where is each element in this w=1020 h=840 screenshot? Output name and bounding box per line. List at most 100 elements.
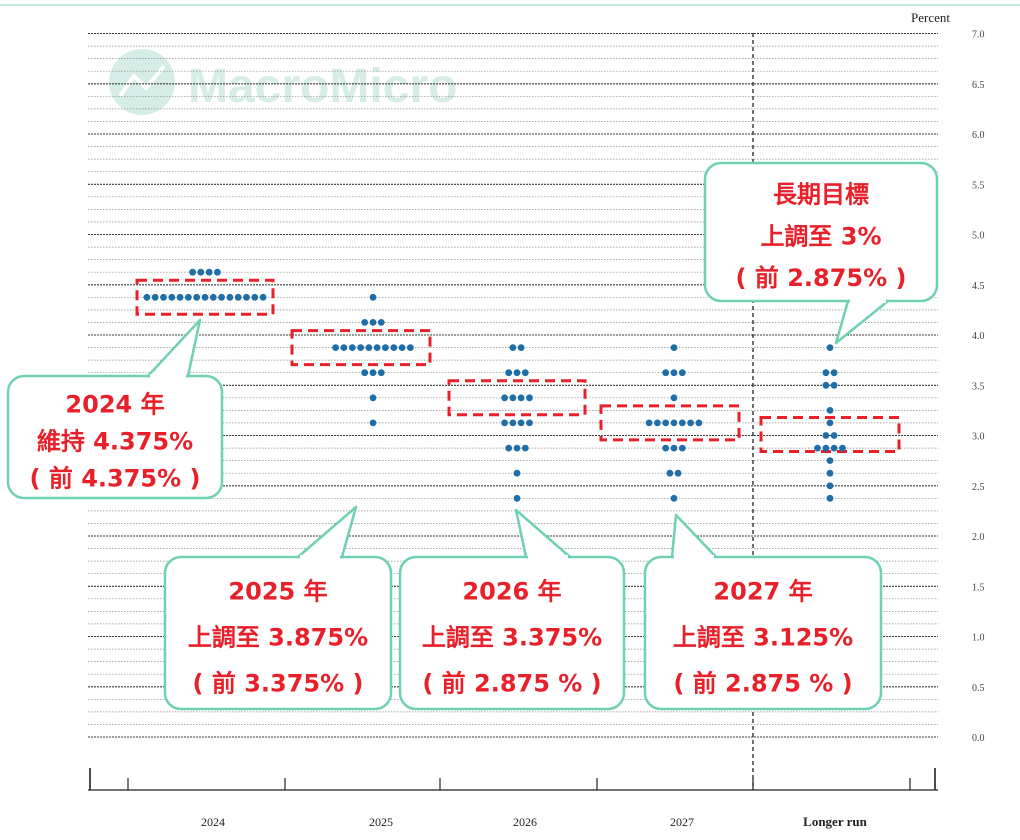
dot-marker bbox=[517, 394, 525, 402]
dot-marker bbox=[826, 419, 834, 427]
dot-marker bbox=[340, 344, 348, 351]
x-tick-label: 2025 bbox=[369, 815, 393, 829]
dot-marker bbox=[369, 369, 377, 377]
dot-marker bbox=[822, 444, 830, 452]
dot-marker bbox=[377, 319, 385, 326]
dot-marker bbox=[670, 494, 678, 502]
dot-marker bbox=[373, 344, 381, 351]
dot-marker bbox=[193, 293, 201, 301]
dot-marker bbox=[822, 381, 830, 389]
dot-marker bbox=[505, 369, 513, 377]
y-tick-label: 6.5 bbox=[972, 80, 985, 91]
x-tick-label: Longer run bbox=[803, 814, 867, 829]
watermark: MacroMicro bbox=[109, 49, 457, 115]
y-tick-label: 1.0 bbox=[972, 633, 985, 644]
callout-line: 2027 年 bbox=[713, 577, 812, 605]
dot-marker bbox=[822, 432, 830, 439]
y-axis-label: Percent bbox=[911, 10, 950, 25]
dot-marker bbox=[826, 344, 834, 351]
dot-marker bbox=[678, 369, 686, 377]
y-tick-label: 5.0 bbox=[972, 231, 985, 242]
dot-marker bbox=[826, 457, 834, 464]
y-tick-label: 0.0 bbox=[972, 733, 985, 744]
dot-marker bbox=[509, 419, 517, 427]
callout-box bbox=[6, 374, 224, 500]
dot-marker bbox=[214, 268, 221, 276]
dot-marker bbox=[201, 293, 209, 301]
dot-marker bbox=[513, 469, 521, 477]
dot-marker bbox=[826, 482, 834, 490]
dot-marker bbox=[509, 344, 517, 351]
dot-marker bbox=[830, 432, 838, 439]
dot-marker bbox=[377, 369, 385, 377]
callout-line: 2026 年 bbox=[462, 577, 561, 605]
y-tick-labels: 0.0 0.5 1.0 1.5 2.0 2.5 3.0 3.5 4.0 4.5 5.0 5.5 6.0 6… bbox=[972, 30, 985, 745]
dot-marker bbox=[666, 469, 674, 477]
dot-marker bbox=[332, 344, 339, 351]
y-tick-label: 6.0 bbox=[972, 130, 985, 141]
median-box bbox=[135, 278, 275, 316]
dot-marker bbox=[234, 293, 242, 301]
dot-marker bbox=[365, 344, 373, 351]
callout-line: 上調至 3.375% bbox=[422, 624, 602, 652]
dot-marker bbox=[830, 444, 838, 452]
dot-marker bbox=[678, 444, 686, 452]
top-rule bbox=[0, 4, 1020, 6]
dot-marker bbox=[407, 344, 414, 351]
callout-line: 上調至 3% bbox=[760, 222, 881, 250]
dot-marker bbox=[822, 369, 830, 377]
dot-marker bbox=[674, 469, 682, 477]
callout-line: ( 前 2.875 % ) bbox=[673, 670, 852, 698]
callout-tail bbox=[834, 299, 890, 345]
dot-marker bbox=[830, 369, 838, 377]
dot-marker bbox=[390, 344, 398, 351]
callout-line: 2024 年 bbox=[65, 390, 164, 418]
dot-marker bbox=[369, 293, 377, 301]
dot-marker bbox=[839, 444, 846, 452]
callout-line: ( 前 3.375% ) bbox=[193, 670, 364, 698]
y-tick-label: 4.5 bbox=[972, 281, 985, 292]
median-boxes bbox=[135, 278, 901, 453]
dot-marker bbox=[505, 444, 513, 452]
callout-line: ( 前 2.875 % ) bbox=[422, 670, 601, 698]
dot-marker bbox=[654, 419, 661, 427]
dot-marker bbox=[526, 419, 533, 427]
callout-line: ( 前 4.375% ) bbox=[30, 464, 201, 492]
dot-marker bbox=[501, 419, 508, 427]
watermark-logo-line bbox=[118, 64, 166, 98]
dot-marker bbox=[645, 419, 653, 427]
y-tick-label: 3.0 bbox=[972, 432, 985, 443]
dot-marker bbox=[168, 293, 176, 301]
y-tick-label: 2.5 bbox=[972, 482, 985, 493]
callout-box bbox=[398, 555, 626, 711]
dot-marker bbox=[521, 369, 529, 377]
dot-marker bbox=[243, 293, 250, 301]
dot-marker bbox=[521, 444, 529, 452]
dot-marker bbox=[176, 293, 184, 301]
callout-tail bbox=[296, 505, 358, 559]
median-box bbox=[759, 416, 901, 453]
dot-marker bbox=[226, 293, 234, 301]
dot-marker bbox=[670, 444, 678, 452]
y-tick-label: 1.5 bbox=[972, 582, 985, 593]
callout-line: 上調至 3.875% bbox=[188, 624, 368, 652]
dot-marker bbox=[197, 268, 205, 276]
dot-marker bbox=[662, 369, 670, 377]
dot-marker bbox=[526, 394, 533, 402]
dot-marker bbox=[501, 394, 508, 402]
dot-marker bbox=[348, 344, 356, 351]
y-tick-label: 5.5 bbox=[972, 180, 985, 191]
median-box bbox=[599, 404, 741, 442]
dot-marker bbox=[251, 293, 259, 301]
x-tick-label: 2026 bbox=[513, 815, 537, 829]
y-tick-label: 3.5 bbox=[972, 381, 985, 392]
median-box bbox=[290, 329, 432, 367]
dot-marker bbox=[361, 369, 369, 377]
y-tick-label: 4.0 bbox=[972, 331, 985, 342]
callout-line: 2025 年 bbox=[228, 577, 327, 605]
dot-marker bbox=[205, 268, 213, 276]
x-axis: 2024 2025 2026 2027 Longer run bbox=[88, 768, 938, 829]
dot-marker bbox=[826, 494, 834, 502]
x-tick-label: 2024 bbox=[201, 815, 225, 829]
